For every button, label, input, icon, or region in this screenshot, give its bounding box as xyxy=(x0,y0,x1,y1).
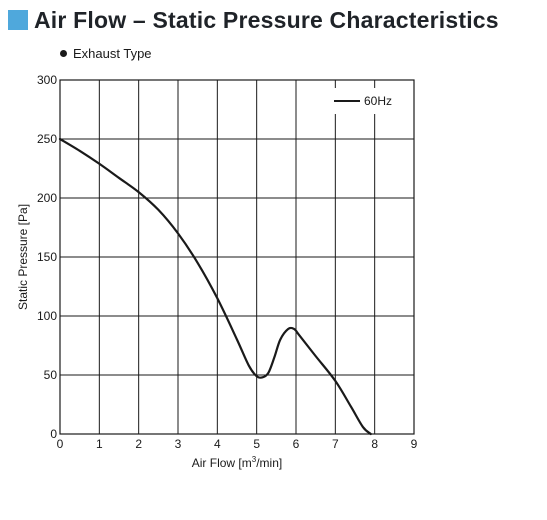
x-tick-label-8: 8 xyxy=(371,437,378,451)
title-row: Air Flow – Static Pressure Characteristi… xyxy=(8,6,499,34)
y-tick-label-6: 300 xyxy=(37,73,57,87)
x-tick-label-0: 0 xyxy=(57,437,64,451)
x-tick-label-7: 7 xyxy=(332,437,339,451)
x-tick-label-5: 5 xyxy=(253,437,260,451)
y-tick-labels: 0 50 100 150 200 250 300 xyxy=(37,73,57,441)
y-tick-label-1: 50 xyxy=(44,368,58,382)
x-tick-label-1: 1 xyxy=(96,437,103,451)
plot-frame xyxy=(59,79,415,435)
x-axis-label: Air Flow [m3/min] xyxy=(192,455,282,470)
y-axis-label: Static Pressure [Pa] xyxy=(16,204,30,310)
x-axis-label-sup: 3 xyxy=(252,455,257,464)
y-tick-label-5: 250 xyxy=(37,132,57,146)
subtitle: Exhaust Type xyxy=(60,46,152,61)
title-accent-square xyxy=(8,10,28,30)
x-tick-label-3: 3 xyxy=(175,437,182,451)
bullet-icon xyxy=(60,50,67,57)
x-tick-label-9: 9 xyxy=(411,437,418,451)
legend-label-60hz: 60Hz xyxy=(364,94,392,108)
x-tick-label-2: 2 xyxy=(135,437,142,451)
legend: 60Hz xyxy=(328,88,403,114)
x-tick-labels: 0 1 2 3 4 5 6 7 8 9 xyxy=(57,437,418,451)
curve-layer xyxy=(58,137,372,436)
x-axis-label-main: Air Flow [m xyxy=(192,456,252,470)
x-tick-label-6: 6 xyxy=(293,437,300,451)
y-tick-label-2: 100 xyxy=(37,309,57,323)
y-tick-label-3: 150 xyxy=(37,250,57,264)
y-tick-label-0: 0 xyxy=(50,427,57,441)
subtitle-text: Exhaust Type xyxy=(73,46,152,61)
grid xyxy=(60,80,414,434)
series-line-0 xyxy=(58,137,372,436)
x-axis-label-tail: /min] xyxy=(256,456,282,470)
x-tick-label-4: 4 xyxy=(214,437,221,451)
y-tick-label-4: 200 xyxy=(37,191,57,205)
page-title: Air Flow – Static Pressure Characteristi… xyxy=(34,6,499,33)
